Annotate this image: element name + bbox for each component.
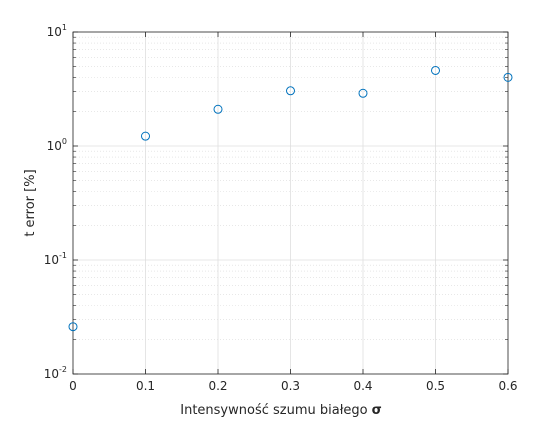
y-tick-base: 10 (44, 367, 59, 381)
x-axis-label: Intensywność szumu białego σ (180, 403, 381, 418)
y-axis-label: t error [%] (23, 169, 38, 236)
data-point (141, 131, 150, 141)
y-tick-base: 10 (44, 253, 59, 267)
x-tick-label: 0.4 (353, 379, 372, 393)
x-tick-label: 0.6 (498, 379, 517, 393)
x-tick-label: 0.2 (208, 379, 227, 393)
x-tick-label: 0.1 (136, 379, 155, 393)
y-tick-exponent: 0 (62, 137, 67, 146)
y-tick-base: 10 (47, 25, 62, 39)
x-tick-labels: 0 0.1 0.2 0.3 0.4 0.5 0.6 (69, 379, 517, 393)
x-tick-label: 0 (69, 379, 77, 393)
y-tick-exponent: -1 (59, 251, 67, 260)
data-point (286, 86, 295, 96)
data-points (68, 65, 513, 332)
x-axis-sigma-symbol: σ (372, 403, 382, 418)
y-tick-label: 10-2 (44, 365, 67, 381)
y-tick-label: 100 (47, 137, 67, 153)
y-tick-exponent: -2 (59, 365, 67, 374)
data-point (503, 72, 513, 82)
data-point (431, 65, 440, 75)
axis-ticks (72, 31, 509, 375)
y-tick-exponent: 1 (62, 23, 67, 32)
data-point (358, 88, 368, 98)
y-tick-base: 10 (47, 139, 62, 153)
x-tick-label: 0.5 (426, 379, 445, 393)
data-point (68, 322, 78, 332)
data-point (213, 104, 223, 114)
y-tick-label: 101 (47, 23, 67, 39)
x-tick-label: 0.3 (281, 379, 300, 393)
x-axis-label-text: Intensywność szumu białego (180, 403, 367, 418)
y-tick-label: 10-1 (44, 251, 67, 267)
